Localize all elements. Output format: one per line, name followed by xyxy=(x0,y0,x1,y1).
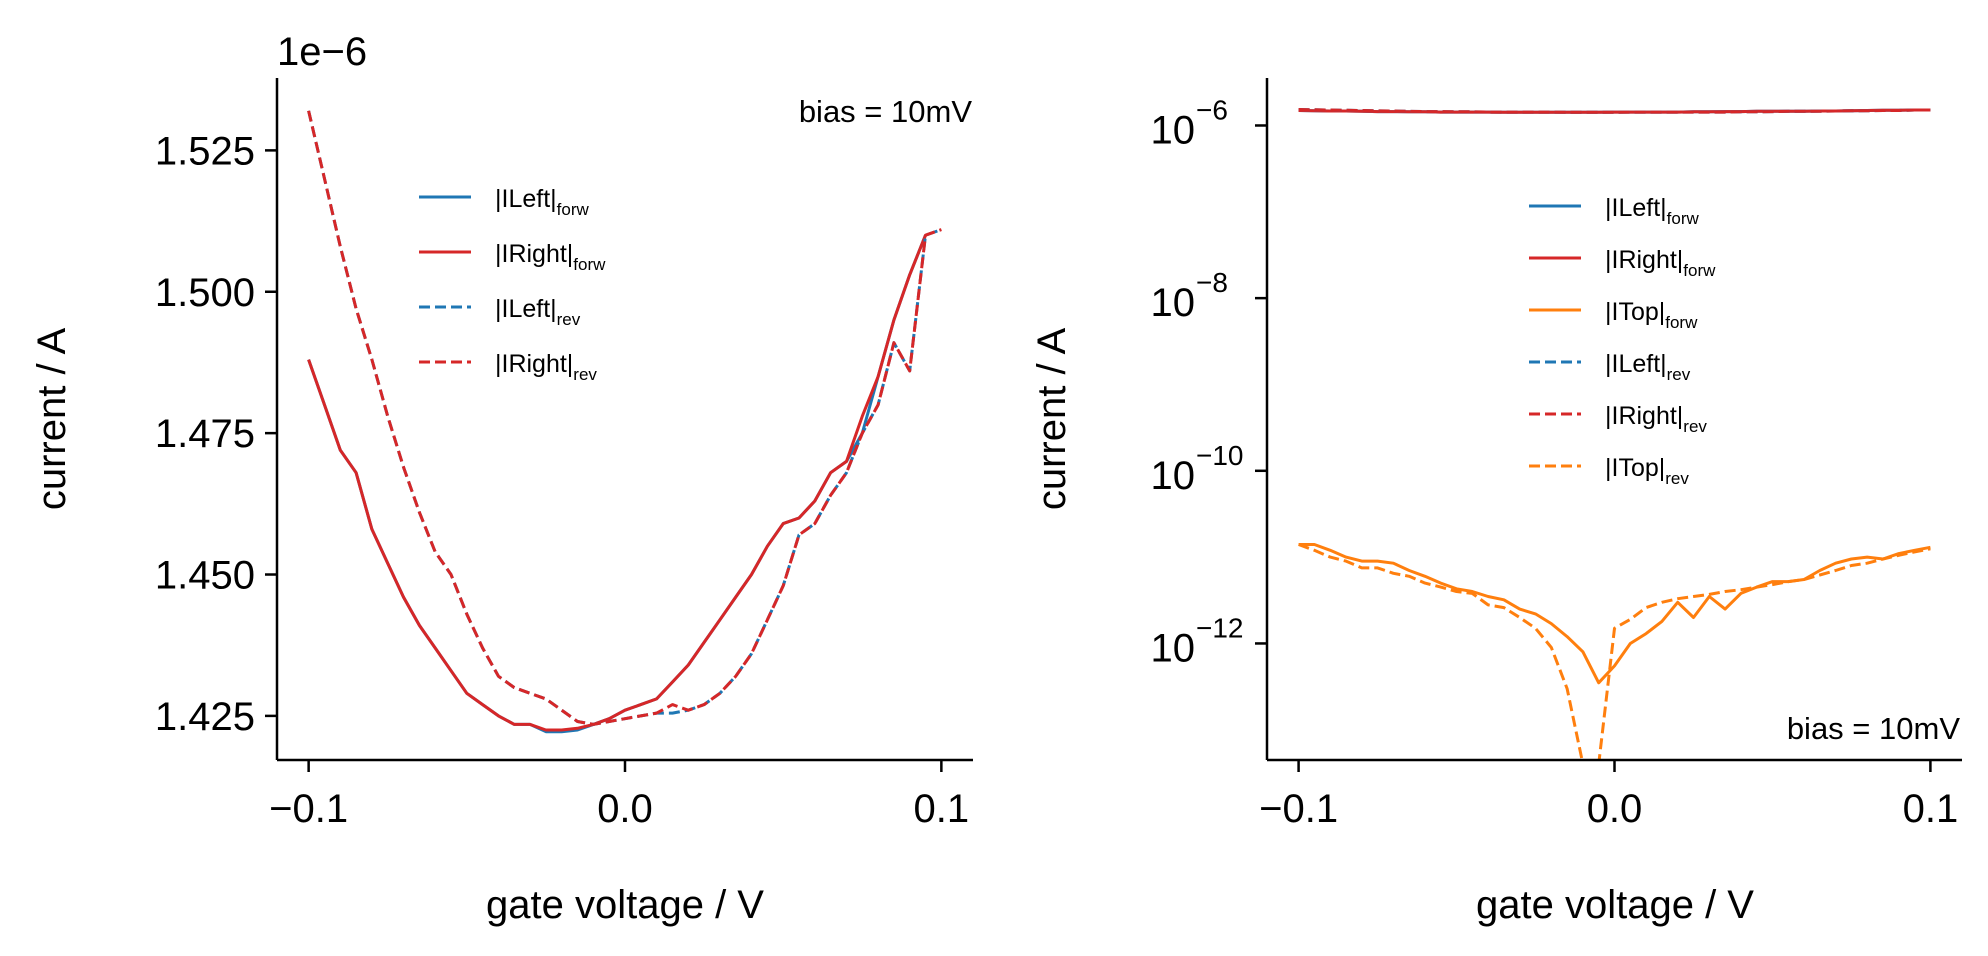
left-legend-label: |IRight|rev xyxy=(495,350,597,384)
right-legend-label: |ILeft|forw xyxy=(1605,194,1699,228)
left-legend-label: |ILeft|rev xyxy=(495,295,581,329)
right-x-tick-label: −0.1 xyxy=(1259,787,1338,831)
chart-left: −0.1 0.0 0.1 1.425 1.450 1.475 1.500 1.525 1e−6… xyxy=(30,30,973,927)
right-y-tick-exponent: −10 xyxy=(1196,440,1244,471)
left-series-line-0 xyxy=(307,234,927,734)
right-legend: |ILeft|forw |IRight|forw |ITop|forw |ILeft|… xyxy=(1529,194,1716,488)
right-x-tick-label: 0.1 xyxy=(1903,787,1959,831)
left-x-tick-label: −0.1 xyxy=(269,787,348,831)
left-x-tick-label: 0.0 xyxy=(597,787,653,831)
right-y-tick-label: 10 xyxy=(1151,454,1196,498)
right-legend-label: |IRight|rev xyxy=(1605,402,1707,436)
right-legend-label: |IRight|forw xyxy=(1605,246,1716,280)
left-legend-item: |IRight|forw xyxy=(419,240,606,274)
right-y-tick-exponent: −8 xyxy=(1196,267,1228,298)
left-y-tick-label: 1.525 xyxy=(155,129,255,173)
right-x-tick-label: 0.0 xyxy=(1587,787,1643,831)
right-legend-item: |ITop|rev xyxy=(1529,454,1689,488)
left-legend: |ILeft|forw |IRight|forw |ILeft|rev |IRight… xyxy=(419,185,606,384)
right-y-tick-exponent: −12 xyxy=(1196,612,1244,643)
right-series-line-4 xyxy=(1298,108,1931,114)
left-x-axis-label: gate voltage / V xyxy=(486,883,764,927)
right-series-group xyxy=(1298,108,1931,760)
left-offset-text: 1e−6 xyxy=(277,30,367,74)
left-ticks-group: −0.1 0.0 0.1 1.425 1.450 1.475 1.500 1.525 xyxy=(155,129,969,831)
left-series-line-2 xyxy=(307,110,942,726)
left-series-group xyxy=(307,110,942,734)
right-legend-item: |ILeft|rev xyxy=(1529,350,1691,384)
left-legend-item: |IRight|rev xyxy=(419,350,597,384)
right-legend-label: |ILeft|rev xyxy=(1605,350,1691,384)
right-x-axis-label: gate voltage / V xyxy=(1476,883,1754,927)
right-legend-item: |ITop|forw xyxy=(1529,298,1698,332)
right-y-tick-exponent: −6 xyxy=(1196,94,1228,125)
left-annotation: bias = 10mV xyxy=(799,94,973,129)
right-y-tick-label: 10 xyxy=(1151,108,1196,152)
left-y-tick-label: 1.475 xyxy=(155,412,255,456)
right-series-line-2 xyxy=(1298,543,1931,685)
right-legend-label: |ITop|rev xyxy=(1605,454,1689,488)
left-legend-item: |ILeft|rev xyxy=(419,295,581,329)
left-series-line-1 xyxy=(307,234,927,732)
left-series-line-3 xyxy=(307,110,942,726)
left-legend-label: |IRight|forw xyxy=(495,240,606,274)
left-y-tick-label: 1.425 xyxy=(155,695,255,739)
right-legend-item: |ILeft|forw xyxy=(1529,194,1699,228)
right-series-line-5 xyxy=(1298,543,1931,760)
left-y-axis-label: current / A xyxy=(30,328,74,511)
right-annotation: bias = 10mV xyxy=(1787,711,1961,746)
left-x-tick-label: 0.1 xyxy=(914,787,970,831)
left-legend-item: |ILeft|forw xyxy=(419,185,589,219)
left-y-tick-label: 1.500 xyxy=(155,271,255,315)
right-y-tick-label: 10 xyxy=(1151,281,1196,325)
right-y-axis-label: current / A xyxy=(1030,328,1074,511)
left-y-tick-label: 1.450 xyxy=(155,554,255,598)
left-legend-label: |ILeft|forw xyxy=(495,185,589,219)
right-legend-item: |IRight|rev xyxy=(1529,402,1707,436)
right-y-tick-label: 10 xyxy=(1151,626,1196,670)
right-legend-item: |IRight|forw xyxy=(1529,246,1716,280)
right-legend-label: |ITop|forw xyxy=(1605,298,1698,332)
